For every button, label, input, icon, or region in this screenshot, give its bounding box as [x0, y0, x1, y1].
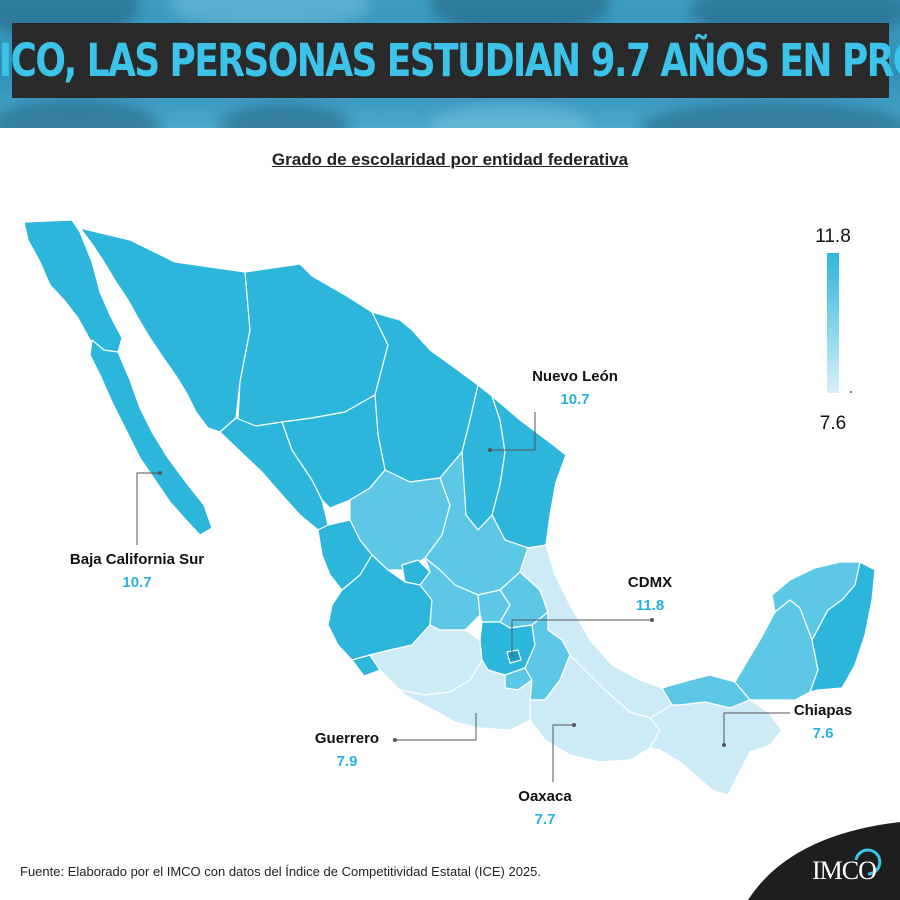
- callout-name: Oaxaca: [518, 788, 572, 805]
- header-banner: EN MÉXICO, LAS PERSONAS ESTUDIAN 9.7 AÑO…: [0, 0, 900, 128]
- state-sinaloa: [219, 417, 329, 531]
- callout-guerrero: Guerrero 7.9: [302, 730, 392, 770]
- state-chiapas: [649, 699, 783, 796]
- legend-gradient-bar: [827, 253, 839, 393]
- callout-dot-bcs: [158, 471, 162, 475]
- callout-dot-chiapas: [722, 743, 726, 747]
- legend-marker: [850, 391, 852, 393]
- callout-name: Chiapas: [793, 702, 853, 719]
- callout-line-cdmx: [511, 619, 652, 657]
- state-quintana-roo: [809, 561, 876, 693]
- banner-texture: [430, 105, 590, 128]
- callout-line-nuevo-leon: [490, 412, 536, 451]
- logo-swoosh-icon: [854, 848, 882, 876]
- callout-name: Guerrero: [314, 730, 380, 747]
- callout-name: CDMX: [627, 574, 673, 591]
- callout-oaxaca: Oaxaca 7.7: [505, 788, 585, 828]
- callout-line-chiapas: [723, 712, 790, 745]
- legend-max-label: 11.8: [815, 226, 851, 247]
- callout-value: 10.7: [560, 391, 590, 408]
- callout-baja-california-sur: Baja California Sur 10.7: [52, 551, 222, 591]
- callout-name: Baja California Sur: [69, 551, 205, 568]
- title-box: EN MÉXICO, LAS PERSONAS ESTUDIAN 9.7 AÑO…: [0, 23, 900, 98]
- callout-value: 7.9: [336, 753, 358, 770]
- callout-line-guerrero: [395, 713, 477, 741]
- callout-line-oaxaca: [552, 724, 574, 782]
- map-title: Grado de escolaridad por entidad federat…: [271, 150, 629, 169]
- callout-dot-cdmx: [650, 618, 654, 622]
- callout-cdmx: CDMX 11.8: [610, 574, 690, 614]
- callout-dot-nuevo-leon: [488, 448, 492, 452]
- callout-dot-oaxaca: [572, 723, 576, 727]
- callout-chiapas: Chiapas 7.6: [783, 702, 863, 742]
- callout-dot-guerrero: [393, 738, 397, 742]
- callout-value: 11.8: [635, 597, 665, 614]
- color-legend: 11.8 7.6: [808, 226, 868, 436]
- callout-value: 7.6: [812, 725, 834, 742]
- state-baja-california-sur: [89, 339, 213, 536]
- page-title: EN MÉXICO, LAS PERSONAS ESTUDIAN 9.7 AÑO…: [0, 34, 900, 87]
- legend-min-label: 7.6: [819, 413, 847, 434]
- callout-value: 7.7: [534, 811, 556, 828]
- state-guerrero: [379, 659, 533, 731]
- callout-line-bcs: [136, 472, 160, 545]
- imco-logo: IMCO: [812, 856, 877, 885]
- source-footnote: Fuente: Elaborado por el IMCO con datos …: [20, 864, 542, 879]
- state-cdmx: [506, 649, 522, 664]
- callout-value: 10.7: [122, 574, 152, 591]
- callout-nuevo-leon: Nuevo León 10.7: [510, 368, 640, 408]
- callout-name: Nuevo León: [532, 368, 618, 385]
